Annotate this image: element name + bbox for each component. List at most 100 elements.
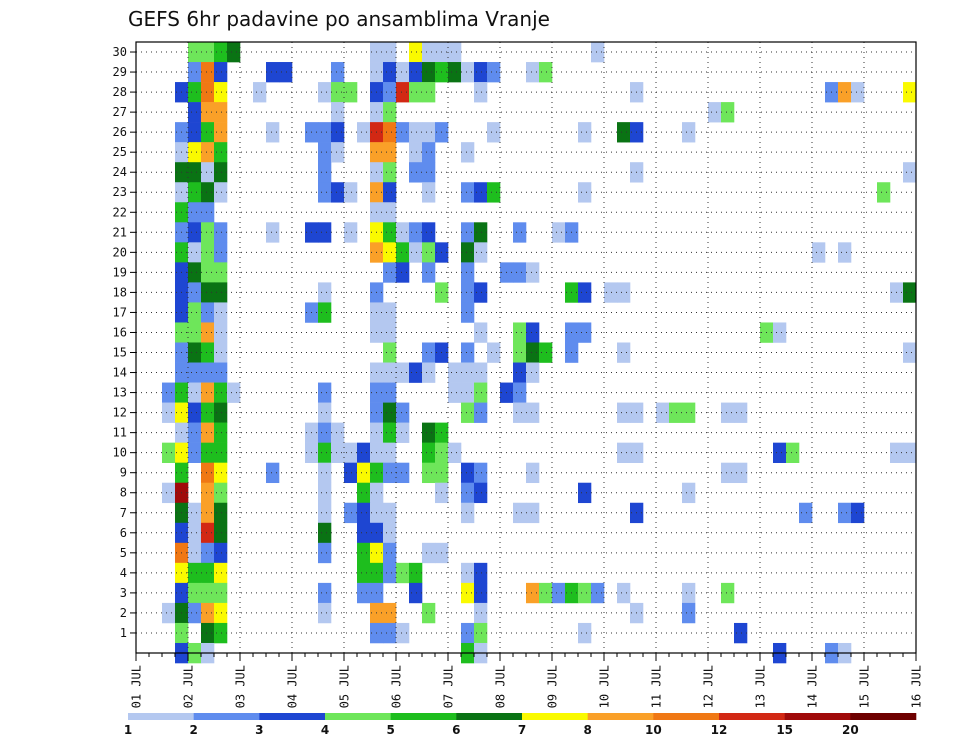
legend-swatch: [784, 713, 851, 720]
heatmap-cell: [318, 302, 332, 323]
heatmap-cell: [838, 502, 852, 524]
legend-swatch: [719, 713, 785, 720]
y-tick-label: 14: [113, 366, 127, 380]
heatmap-cell: [162, 602, 176, 624]
heatmap-cell: [188, 142, 202, 163]
heatmap-cell: [201, 82, 215, 103]
heatmap-cell: [734, 622, 748, 644]
heatmap-cell: [357, 462, 371, 484]
heatmap-cell: [903, 442, 917, 463]
heatmap-cell: [331, 142, 345, 163]
heatmap-cell: [487, 182, 501, 203]
heatmap-cell: [422, 362, 436, 383]
heatmap-cell: [214, 462, 228, 484]
heatmap-cell: [318, 82, 332, 103]
heatmap-cell: [526, 582, 540, 604]
heatmap-cell: [214, 322, 228, 343]
heatmap-cell: [266, 62, 280, 83]
heatmap-cell: [578, 122, 592, 143]
heatmap-cell: [448, 382, 462, 403]
x-tick-label: 03 JUL: [234, 665, 248, 708]
heatmap-cell: [201, 242, 215, 263]
heatmap-cell: [461, 622, 475, 644]
heatmap-cell: [214, 542, 228, 564]
heatmap-cell: [734, 462, 748, 484]
heatmap-cell: [383, 422, 397, 443]
heatmap-cell: [201, 522, 215, 544]
heatmap-cell: [396, 242, 410, 263]
heatmap-cell: [526, 62, 540, 83]
heatmap-cell: [201, 622, 215, 644]
legend-label: 10: [645, 723, 662, 737]
heatmap-cell: [396, 422, 410, 443]
heatmap-cell: [318, 182, 332, 203]
heatmap-cell: [344, 442, 358, 463]
legend-label: 20: [842, 723, 859, 737]
y-tick-label: 21: [113, 225, 127, 239]
heatmap-cell: [396, 362, 410, 383]
heatmap-cell: [188, 402, 202, 423]
heatmap-cell: [201, 222, 215, 243]
heatmap-cell: [188, 222, 202, 243]
heatmap-cell: [552, 582, 566, 604]
x-tick-label: 07 JUL: [442, 665, 456, 708]
heatmap-cell: [409, 122, 423, 143]
heatmap-cell: [214, 102, 228, 123]
heatmap-cell: [422, 442, 436, 463]
heatmap-cell: [188, 602, 202, 624]
heatmap-cell: [734, 402, 748, 423]
heatmap-cell: [357, 482, 371, 504]
heatmap-cell: [214, 622, 228, 644]
heatmap-cell: [474, 322, 488, 343]
heatmap-cell: [201, 62, 215, 83]
heatmap-cell: [344, 462, 358, 484]
legend-swatch: [456, 713, 523, 720]
heatmap-cell: [383, 122, 397, 143]
x-tick-label: 08 JUL: [494, 665, 508, 708]
heatmap-cell: [591, 582, 605, 604]
heatmap-cell: [331, 82, 345, 103]
heatmap-cell: [162, 382, 176, 403]
heatmap-cell: [409, 62, 423, 83]
heatmap-cell: [396, 562, 410, 584]
heatmap-cell: [344, 82, 358, 103]
x-tick-label: 16 JUL: [910, 665, 924, 708]
heatmap-cell: [487, 62, 501, 83]
heatmap-cell: [526, 342, 540, 363]
y-tick-label: 22: [113, 205, 127, 219]
heatmap-cell: [331, 122, 345, 143]
legend-label: 4: [321, 723, 329, 737]
heatmap-cell: [188, 442, 202, 463]
heatmap-cell: [318, 522, 332, 544]
heatmap-cell: [253, 82, 267, 103]
heatmap-cell: [331, 442, 345, 463]
heatmap-cell: [214, 282, 228, 303]
heatmap-cell: [461, 342, 475, 363]
heatmap-cell: [383, 322, 397, 343]
heatmap-cell: [474, 182, 488, 203]
y-tick-label: 20: [113, 245, 127, 259]
y-tick-label: 12: [113, 406, 127, 420]
heatmap-cell: [578, 182, 592, 203]
heatmap-cell: [383, 82, 397, 103]
heatmap-cell: [461, 302, 475, 323]
x-tick-label: 04 JUL: [286, 665, 300, 708]
heatmap-cell: [383, 142, 397, 163]
heatmap-cell: [578, 322, 592, 343]
heatmap-cell: [396, 62, 410, 83]
legend-swatch: [522, 713, 588, 720]
heatmap-cell: [266, 222, 280, 243]
heatmap-cell: [214, 262, 228, 283]
heatmap-cell: [201, 262, 215, 283]
heatmap-cell: [422, 542, 436, 564]
heatmap-cell: [396, 122, 410, 143]
heatmap-cell: [409, 562, 423, 584]
legend-swatch: [325, 713, 391, 720]
heatmap-cell: [201, 342, 215, 363]
legend-label: 6: [452, 723, 460, 737]
heatmap-cell: [331, 102, 345, 123]
heatmap-cell: [188, 522, 202, 544]
heatmap-cell: [461, 142, 475, 163]
y-tick-label: 8: [120, 486, 127, 500]
heatmap-cell: [318, 422, 332, 443]
